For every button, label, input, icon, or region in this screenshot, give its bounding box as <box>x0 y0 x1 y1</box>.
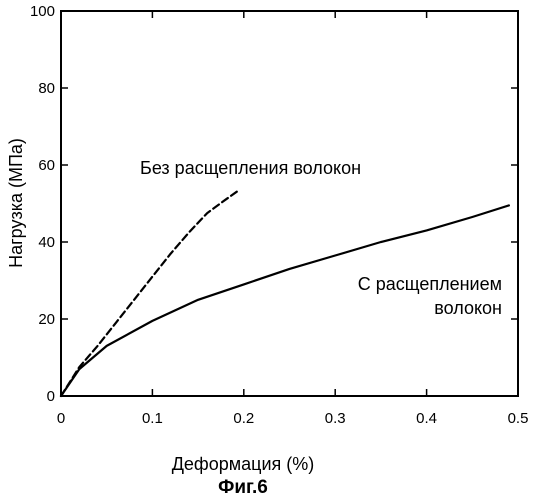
x-tick-label: 0.1 <box>142 410 163 427</box>
x-tick-label: 0 <box>57 410 65 427</box>
y-tick-label: 80 <box>38 80 55 97</box>
annotation-no-splitting: Без расщепления волокон <box>140 158 361 178</box>
y-tick-label: 0 <box>47 388 55 405</box>
x-tick-label: 0.4 <box>416 410 437 427</box>
plot-frame <box>61 11 518 396</box>
x-tick-label: 0.2 <box>233 410 254 427</box>
annotation-with-splitting-line1: С расщеплением <box>358 274 502 294</box>
x-tick-label: 0.5 <box>508 410 529 427</box>
annotation-with-splitting-line2: волокон <box>434 298 502 318</box>
plot-area-border <box>61 11 518 396</box>
y-tick-label: 40 <box>38 234 55 251</box>
y-tick-label: 100 <box>30 3 55 20</box>
y-tick-label: 60 <box>38 157 55 174</box>
x-tick-label: 0.3 <box>325 410 346 427</box>
x-axis-title: Деформация (%) <box>172 454 315 474</box>
y-axis-title: Нагрузка (МПа) <box>6 138 26 268</box>
y-tick-label: 20 <box>38 311 55 328</box>
figure-caption: Фиг.6 <box>218 477 268 498</box>
axis-ticks <box>61 11 518 396</box>
axis-tick-labels: 0 0.1 0.2 0.3 0.4 0.5 0 20 40 60 80 100 <box>30 3 528 427</box>
series-line-no-splitting <box>61 190 239 396</box>
